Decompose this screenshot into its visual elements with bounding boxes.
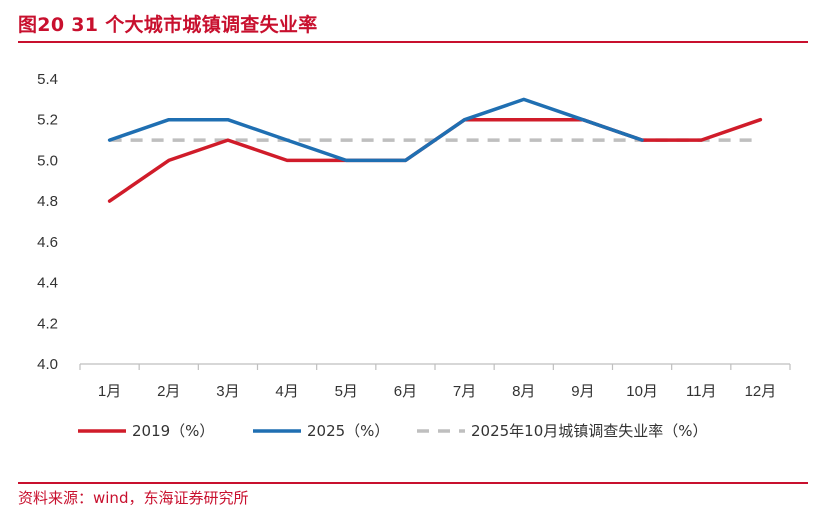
x-tick-label: 11月 — [686, 383, 717, 400]
x-tick-label: 1月 — [98, 383, 121, 400]
x-tick-label: 7月 — [453, 383, 476, 400]
y-tick-label: 4.8 — [37, 193, 58, 210]
legend: 2019（%） 2025（%） 2025年10月城镇调查失业率（%） — [78, 422, 708, 440]
legend-label: 2025（%） — [307, 422, 389, 440]
y-tick-label: 4.4 — [37, 275, 58, 292]
y-tick-label: 5.2 — [37, 112, 58, 129]
y-axis: 5.4 5.2 5.0 4.8 4.6 4.4 4.2 4.0 — [37, 71, 58, 373]
source-divider — [18, 482, 808, 484]
chart-title: 图20 31 个大城市城镇调查失业率 — [18, 14, 318, 36]
x-tick-label: 3月 — [216, 383, 239, 400]
y-tick-label: 4.6 — [37, 234, 58, 251]
x-tick-label: 9月 — [571, 383, 594, 400]
series-line-2019 — [107, 117, 763, 203]
title-divider — [18, 41, 808, 43]
y-tick-label: 4.0 — [37, 356, 58, 373]
series-line-2025 — [107, 97, 644, 163]
legend-label: 2025年10月城镇调查失业率（%） — [471, 422, 708, 440]
x-tick-label: 10月 — [626, 383, 658, 400]
y-tick-label: 5.4 — [37, 71, 58, 88]
x-tick-label: 4月 — [275, 383, 298, 400]
series-layer — [107, 97, 763, 203]
x-tick-label: 12月 — [745, 383, 777, 400]
legend-label: 2019（%） — [132, 422, 214, 440]
x-tick-label: 8月 — [512, 383, 535, 400]
x-axis: 1月 2月 3月 4月 5月 6月 7月 8月 9月 10月 11月 12月 — [79, 363, 791, 400]
x-tick-label: 5月 — [335, 383, 358, 400]
source-note: 资料来源：wind，东海证券研究所 — [18, 489, 249, 507]
y-tick-label: 4.2 — [37, 315, 58, 332]
x-tick-label: 2月 — [157, 383, 180, 400]
x-tick-label: 6月 — [394, 383, 417, 400]
y-tick-label: 5.0 — [37, 152, 58, 169]
